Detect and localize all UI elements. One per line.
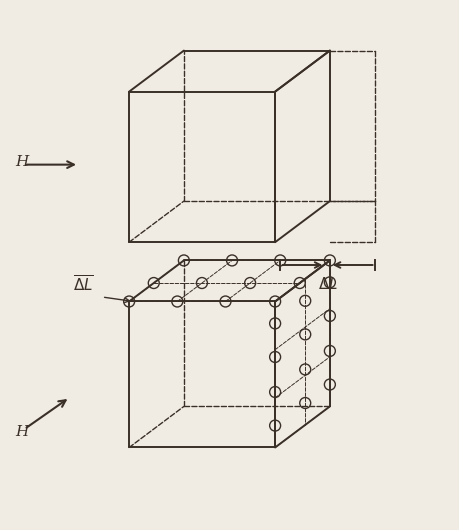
Text: $\Delta L$: $\Delta L$ xyxy=(318,277,337,293)
Text: H: H xyxy=(15,155,28,170)
Text: H: H xyxy=(15,425,28,438)
Text: $\overline{\Delta L}$: $\overline{\Delta L}$ xyxy=(73,275,94,295)
